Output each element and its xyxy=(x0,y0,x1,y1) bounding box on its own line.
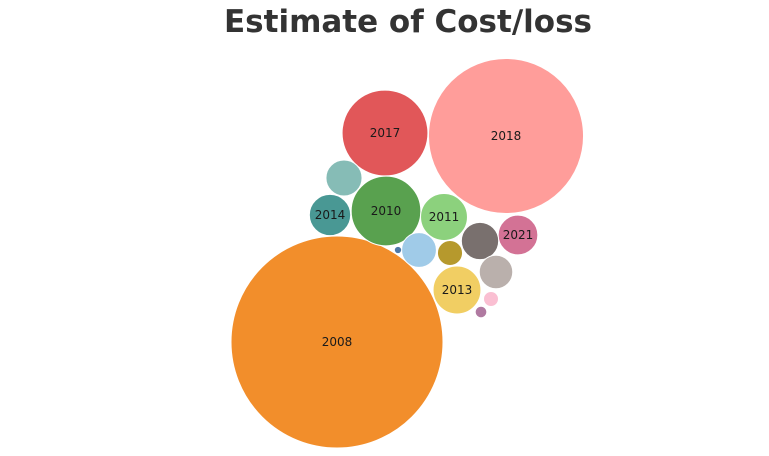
bubble-circle[interactable] xyxy=(483,291,499,307)
bubble-label: 2010 xyxy=(371,204,402,218)
bubble-unlabeled-15[interactable] xyxy=(393,245,403,255)
bubble-2017[interactable]: 2017 xyxy=(341,89,429,177)
bubble-2013[interactable]: 2013 xyxy=(432,265,482,315)
bubble-circle[interactable] xyxy=(401,232,437,268)
bubble-circle[interactable] xyxy=(474,305,488,319)
bubble-circle[interactable] xyxy=(393,245,403,255)
bubble-circle[interactable] xyxy=(478,254,514,290)
bubble-unlabeled-11[interactable] xyxy=(478,254,514,290)
bubble-unlabeled-8[interactable] xyxy=(325,159,363,197)
bubble-2021[interactable]: 2021 xyxy=(497,214,539,256)
bubble-unlabeled-10[interactable] xyxy=(401,232,437,268)
bubble-label: 2011 xyxy=(429,210,460,224)
bubble-label: 2013 xyxy=(442,283,473,297)
bubble-2011[interactable]: 2011 xyxy=(420,193,468,241)
bubble-circle[interactable] xyxy=(420,193,468,241)
bubble-label: 2014 xyxy=(315,208,346,222)
bubble-circle[interactable] xyxy=(427,57,585,215)
bubble-circle[interactable] xyxy=(230,235,444,449)
chart-title: Estimate of Cost/loss xyxy=(224,4,592,40)
bubble-2018[interactable]: 2018 xyxy=(427,57,585,215)
bubble-unlabeled-9[interactable] xyxy=(460,221,500,261)
bubble-label: 2017 xyxy=(370,126,401,140)
bubble-label: 2008 xyxy=(322,335,353,349)
bubble-label: 2021 xyxy=(503,228,534,242)
bubble-circle[interactable] xyxy=(308,193,352,237)
bubble-circle[interactable] xyxy=(432,265,482,315)
bubble-circle[interactable] xyxy=(325,159,363,197)
bubble-circle[interactable] xyxy=(436,239,464,267)
bubble-unlabeled-14[interactable] xyxy=(474,305,488,319)
bubble-2008[interactable]: 2008 xyxy=(230,235,444,449)
bubble-2010[interactable]: 2010 xyxy=(350,175,422,247)
bubble-label: 2018 xyxy=(491,129,522,143)
bubble-2014[interactable]: 2014 xyxy=(308,193,352,237)
bubble-circle[interactable] xyxy=(460,221,500,261)
bubble-unlabeled-13[interactable] xyxy=(483,291,499,307)
bubble-unlabeled-12[interactable] xyxy=(436,239,464,267)
